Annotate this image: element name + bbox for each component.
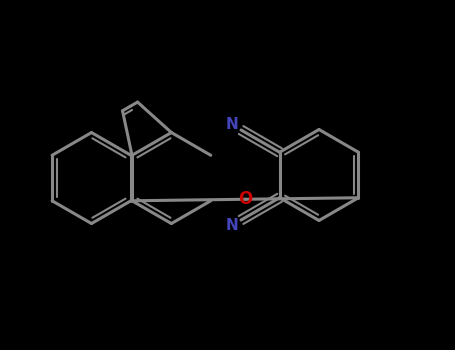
Text: N: N [226, 118, 239, 132]
Text: O: O [238, 190, 253, 208]
Text: N: N [226, 218, 239, 232]
